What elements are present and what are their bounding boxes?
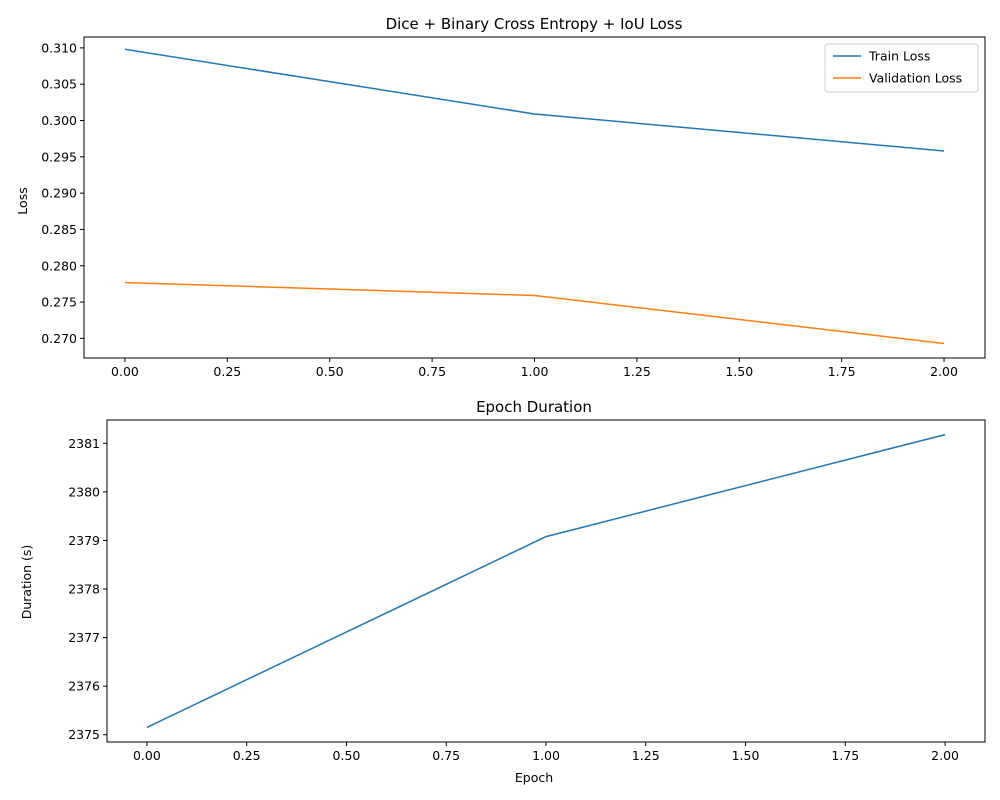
loss-chart-ytick-label: 0.305 bbox=[41, 77, 77, 92]
loss-chart-ylabel: Loss bbox=[15, 187, 30, 214]
loss-chart-ytick-label: 0.280 bbox=[41, 258, 77, 273]
loss-chart-xtick-label: 1.00 bbox=[521, 364, 549, 379]
loss-chart-xtick-label: 2.00 bbox=[930, 364, 958, 379]
duration-chart-ytick-label: 2381 bbox=[68, 436, 100, 451]
loss-chart-xtick-label: 0.50 bbox=[316, 364, 344, 379]
loss-chart: Dice + Binary Cross Entropy + IoU Loss L… bbox=[15, 15, 986, 379]
loss-chart-xticks: 0.00 0.25 0.50 0.75 1.00 1.25 1.50 1.75 2.00 bbox=[111, 358, 958, 379]
duration-chart-ytick-label: 2380 bbox=[68, 484, 100, 499]
duration-chart-xtick-label: 2.00 bbox=[931, 748, 959, 763]
duration-chart-ytick-label: 2379 bbox=[68, 533, 100, 548]
loss-chart-ytick-label: 0.310 bbox=[41, 40, 77, 55]
duration-chart-xtick-label: 1.75 bbox=[831, 748, 859, 763]
duration-chart-ytick-label: 2378 bbox=[68, 582, 100, 597]
duration-chart-title: Epoch Duration bbox=[476, 398, 592, 416]
loss-chart-xtick-label: 1.75 bbox=[828, 364, 856, 379]
loss-chart-ytick-label: 0.275 bbox=[41, 295, 77, 310]
loss-chart-line-train-loss bbox=[124, 48, 945, 152]
duration-chart-xtick-label: 1.50 bbox=[732, 748, 760, 763]
duration-chart-xticks: 0.00 0.25 0.50 0.75 1.00 1.25 1.50 1.75 2.00 bbox=[133, 742, 959, 763]
loss-chart-ytick-label: 0.290 bbox=[41, 186, 77, 201]
duration-chart-ytick-label: 2377 bbox=[68, 630, 100, 645]
legend-label-train: Train Loss bbox=[868, 49, 930, 64]
duration-chart-yticks: 2375 2376 2377 2378 2379 2380 2381 bbox=[68, 436, 107, 742]
duration-chart-ylabel: Duration (s) bbox=[19, 545, 34, 620]
duration-chart-lines bbox=[146, 433, 946, 729]
duration-chart-ytick-label: 2375 bbox=[68, 727, 100, 742]
duration-chart: Epoch Duration Duration (s) Epoch 0.00 0.… bbox=[19, 398, 986, 785]
duration-chart-xtick-label: 0.00 bbox=[133, 748, 161, 763]
duration-chart-xtick-label: 0.50 bbox=[333, 748, 361, 763]
loss-chart-ytick-label: 0.285 bbox=[41, 222, 77, 237]
loss-chart-line-validation-loss bbox=[124, 281, 945, 345]
duration-chart-ytick-label: 2376 bbox=[68, 679, 100, 694]
loss-chart-ytick-label: 0.295 bbox=[41, 149, 77, 164]
legend-label-validation: Validation Loss bbox=[869, 71, 962, 86]
legend-frame bbox=[824, 43, 979, 93]
duration-chart-line-series bbox=[146, 433, 946, 729]
loss-chart-xtick-label: 1.50 bbox=[725, 364, 753, 379]
duration-chart-xtick-label: 0.75 bbox=[432, 748, 460, 763]
duration-chart-xtick-label: 0.25 bbox=[233, 748, 261, 763]
loss-chart-xtick-label: 1.25 bbox=[623, 364, 651, 379]
duration-chart-xlabel: Epoch bbox=[515, 770, 553, 785]
duration-chart-xtick-label: 1.25 bbox=[632, 748, 660, 763]
loss-chart-ytick-label: 0.300 bbox=[41, 113, 77, 128]
loss-chart-title: Dice + Binary Cross Entropy + IoU Loss bbox=[386, 15, 683, 33]
loss-chart-axes-frame bbox=[83, 36, 986, 359]
loss-chart-ytick-label: 0.270 bbox=[41, 331, 77, 346]
loss-chart-legend: Train Loss Validation Loss bbox=[824, 43, 979, 93]
loss-chart-lines bbox=[124, 48, 945, 345]
duration-chart-axes-frame bbox=[106, 419, 986, 743]
loss-chart-xtick-label: 0.75 bbox=[418, 364, 446, 379]
loss-chart-yticks: 0.270 0.275 0.280 0.285 0.290 0.295 0.300 0.305… bbox=[41, 40, 84, 346]
loss-chart-xtick-label: 0.00 bbox=[111, 364, 139, 379]
loss-chart-xtick-label: 0.25 bbox=[213, 364, 241, 379]
duration-chart-xtick-label: 1.00 bbox=[532, 748, 560, 763]
